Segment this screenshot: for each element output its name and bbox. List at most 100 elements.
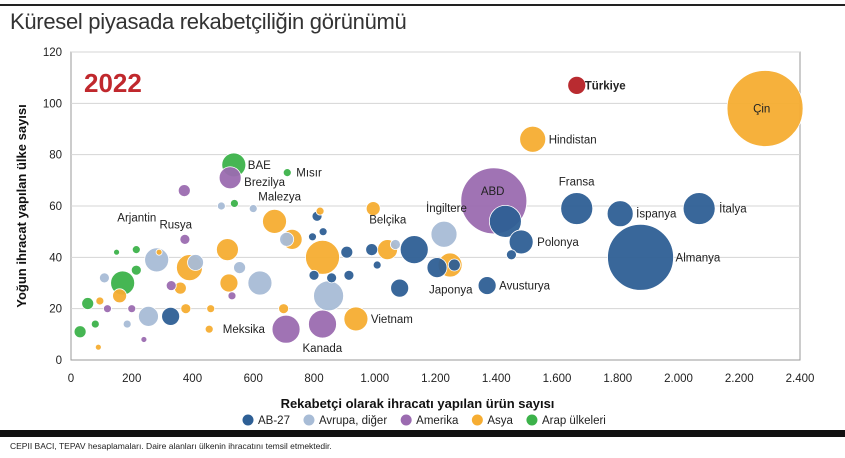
x-tick-label: 1.400	[482, 373, 511, 385]
y-tick-label: 100	[43, 98, 62, 110]
bubble	[606, 200, 634, 228]
legend-marker	[526, 414, 538, 426]
bubble	[233, 261, 246, 275]
x-tick-label: 1.800	[603, 373, 632, 385]
bubble	[318, 227, 328, 237]
bubble-label: Almanya	[676, 252, 721, 264]
bubble	[519, 125, 547, 153]
y-tick-label: 80	[49, 150, 62, 162]
bubble-label: İspanya	[636, 208, 677, 221]
bubble	[305, 239, 340, 275]
y-tick-label: 60	[49, 201, 62, 213]
x-tick-label: 600	[244, 373, 263, 385]
bubble	[340, 245, 354, 259]
bubble	[177, 184, 191, 198]
x-tick-label: 400	[183, 373, 202, 385]
x-tick-label: 0	[68, 373, 74, 385]
x-tick-label: 2.200	[725, 373, 754, 385]
y-tick-label: 120	[43, 47, 62, 59]
bubble-chart: 0 20 40 60 80 100 120 0 200 400 600 800 1.000 1.200 1.…	[14, 47, 814, 427]
bubble-label: Avusturya	[499, 281, 551, 293]
bubble	[155, 248, 163, 256]
x-tick-label: 2.000	[664, 373, 693, 385]
bubble	[127, 304, 137, 314]
bubble-label: Rusya	[159, 220, 192, 232]
top-rule	[0, 4, 845, 6]
bubble	[131, 245, 141, 255]
bubble	[308, 232, 317, 242]
bubble	[399, 235, 429, 265]
y-axis-title: Yoğun ihracat yapılan ülke sayısı	[14, 104, 29, 308]
bubble	[216, 238, 239, 262]
bubble	[308, 309, 337, 339]
bubble	[140, 336, 148, 343]
bubble	[390, 278, 410, 298]
bubble	[426, 257, 448, 279]
bubble-label: Çin	[753, 103, 770, 115]
bubble	[180, 303, 192, 315]
bubble-label: Meksika	[223, 324, 266, 336]
bubble	[206, 304, 216, 314]
legend-label: Arap ülkeleri	[542, 415, 606, 427]
legend-marker	[471, 414, 483, 426]
bubble-label: İtalya	[719, 203, 747, 216]
bubble	[430, 220, 458, 248]
bubble	[99, 272, 110, 284]
bubble-label: BAE	[248, 160, 271, 172]
legend-label: Avrupa, diğer	[319, 415, 387, 427]
year-annotation: 2022	[84, 68, 142, 98]
bubble-label: Brezilya	[244, 177, 286, 189]
bottom-bar	[0, 430, 845, 437]
bubble	[247, 270, 273, 296]
bubble	[326, 272, 338, 284]
bubble	[90, 319, 100, 329]
bubble	[179, 233, 191, 245]
bubble	[204, 324, 214, 334]
bubble	[138, 305, 159, 327]
bubble	[103, 304, 112, 314]
bubble	[726, 70, 804, 147]
bubble	[122, 319, 132, 329]
x-tick-label: 1.000	[360, 373, 389, 385]
bubble	[218, 166, 242, 190]
bubble	[73, 325, 87, 339]
bubble	[343, 306, 369, 332]
bubble-label: Polonya	[537, 237, 579, 249]
bubble	[113, 248, 120, 256]
legend-marker	[400, 414, 412, 426]
bubble-label: İngiltere	[426, 202, 467, 215]
bubble	[271, 314, 301, 344]
bubble	[81, 297, 95, 310]
bubble-label: Türkiye	[585, 80, 626, 92]
bubble-label: Mısır	[296, 168, 322, 180]
bubble	[506, 249, 517, 261]
bubble	[161, 306, 181, 326]
legend-label: Asya	[487, 415, 513, 427]
bubble	[227, 291, 237, 301]
bubble	[112, 288, 127, 304]
bubble-label: Malezya	[258, 192, 301, 204]
bubble-label: Vietnam	[371, 314, 413, 326]
bubble	[230, 199, 239, 208]
legend-marker	[303, 414, 315, 426]
bubble	[262, 208, 287, 234]
bubble	[279, 231, 295, 247]
x-tick-label: 800	[304, 373, 323, 385]
bubble	[216, 201, 226, 211]
bubble	[94, 343, 102, 351]
bubble	[165, 280, 177, 291]
x-axis-title: Rekabetçi olarak ihracatı yapılan ürün s…	[281, 396, 555, 411]
page-title: Küresel piyasada rekabetçiliğin görünümü	[10, 9, 407, 34]
bubble-label: Japonya	[429, 285, 473, 297]
bubble	[372, 260, 382, 270]
bubble-label: Arjantin	[117, 213, 156, 225]
bubble	[567, 75, 587, 95]
x-tick-label: 200	[122, 373, 141, 385]
bubble	[488, 204, 522, 238]
bubble	[278, 303, 290, 315]
legend-label: Amerika	[416, 415, 459, 427]
bubble	[144, 247, 170, 273]
x-tick-label: 1.200	[421, 373, 450, 385]
bubble	[477, 276, 497, 295]
source-note: CEPII BACI, TEPAV hesaplamaları. Daire a…	[10, 441, 332, 451]
